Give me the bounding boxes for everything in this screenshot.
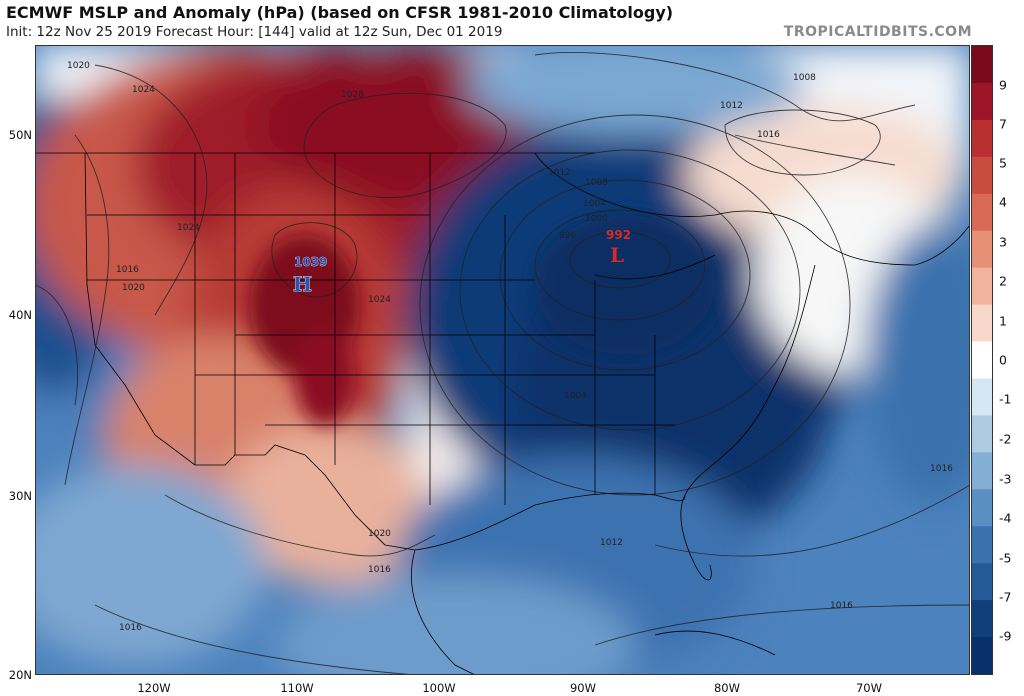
colorbar-label: 4 — [999, 194, 1007, 210]
isobar-label: 1008 — [585, 178, 608, 188]
colorbar-swatch — [972, 304, 992, 343]
colorbar-label: -3 — [999, 471, 1012, 487]
colorbar — [971, 45, 993, 675]
colorbar-swatch — [972, 341, 992, 380]
isobar-label: 996 — [559, 231, 576, 241]
lon-label-90w: 90W — [569, 681, 597, 695]
lat-label-40n: 40N — [8, 308, 32, 322]
colorbar-swatch — [972, 193, 992, 232]
colorbar-swatch — [972, 46, 992, 84]
isobar-label: 1016 — [830, 601, 853, 611]
site-credit: TROPICALTIDBITS.COM — [783, 24, 972, 40]
lat-label-50n: 50N — [8, 128, 32, 142]
colorbar-label: 2 — [999, 273, 1007, 289]
lat-label-20n: 20N — [8, 668, 32, 682]
colorbar-swatch — [972, 637, 992, 675]
colorbar-swatch — [972, 600, 992, 638]
colorbar-swatch — [972, 267, 992, 306]
isobar-label: 1012 — [548, 168, 571, 178]
isobar-label: 1024 — [368, 295, 391, 305]
isobar-label: 1016 — [930, 464, 953, 474]
isobar-label: 1024 — [177, 223, 200, 233]
colorbar-swatch — [972, 378, 992, 417]
low-pressure-letter: L — [610, 243, 624, 267]
isobar-label: 1016 — [119, 623, 142, 633]
colorbar-label: -4 — [999, 510, 1012, 526]
colorbar-swatch — [972, 452, 992, 490]
isobar-label: 1004 — [583, 199, 606, 209]
colorbar-label: 9 — [999, 77, 1007, 93]
colorbar-swatches — [972, 46, 992, 675]
colorbar-label: -9 — [999, 628, 1012, 644]
isobar-label: 1028 — [341, 90, 364, 100]
colorbar-label: 1 — [999, 313, 1007, 329]
lat-label-30n: 30N — [8, 489, 32, 503]
isobar-label: 1008 — [793, 73, 816, 83]
colorbar-label: 5 — [999, 155, 1007, 171]
colorbar-label: -1 — [999, 391, 1012, 407]
lon-label-110w: 110W — [280, 681, 314, 695]
isobar-label: 1016 — [757, 130, 780, 140]
chart-title: ECMWF MSLP and Anomaly (hPa) (based on C… — [6, 3, 674, 22]
lon-label-80w: 80W — [713, 681, 741, 695]
isobar-label: 1012 — [600, 538, 623, 548]
colorbar-label: 0 — [999, 352, 1007, 368]
isobar-label: 1016 — [116, 265, 139, 275]
high-pressure-value: 1039 — [294, 255, 327, 269]
isobar-label: 1020 — [122, 283, 145, 293]
colorbar-label: -2 — [999, 431, 1012, 447]
colorbar-swatch — [972, 230, 992, 269]
isobar-label: 1020 — [67, 61, 90, 71]
lon-label-100w: 100W — [422, 681, 456, 695]
isobar-label: 1024 — [132, 85, 155, 95]
high-pressure-letter: H — [293, 272, 312, 296]
isobar-label: 1012 — [720, 101, 743, 111]
colorbar-label: 7 — [999, 116, 1007, 132]
forecast-subtitle: Init: 12z Nov 25 2019 Forecast Hour: [14… — [6, 24, 503, 40]
anomaly-map: 1039 H 992 L 1020 1024 1028 1008 1012 10… — [35, 45, 970, 675]
isobar-label: 1000 — [585, 214, 608, 224]
colorbar-swatch — [972, 82, 992, 121]
isobar-label: 1016 — [368, 565, 391, 575]
colorbar-swatch — [972, 119, 992, 158]
isobar-label: 1004 — [564, 391, 587, 401]
lon-label-70w: 70W — [855, 681, 883, 695]
low-pressure-value: 992 — [606, 228, 631, 242]
colorbar-label: 3 — [999, 234, 1007, 250]
colorbar-label: -7 — [999, 589, 1012, 605]
colorbar-swatch — [972, 156, 992, 195]
lon-label-120w: 120W — [137, 681, 171, 695]
isobar-label: 1020 — [368, 529, 391, 539]
colorbar-swatch — [972, 526, 992, 564]
colorbar-swatch — [972, 563, 992, 601]
colorbar-swatch — [972, 415, 992, 453]
colorbar-swatch — [972, 489, 992, 527]
colorbar-label: -5 — [999, 550, 1012, 566]
